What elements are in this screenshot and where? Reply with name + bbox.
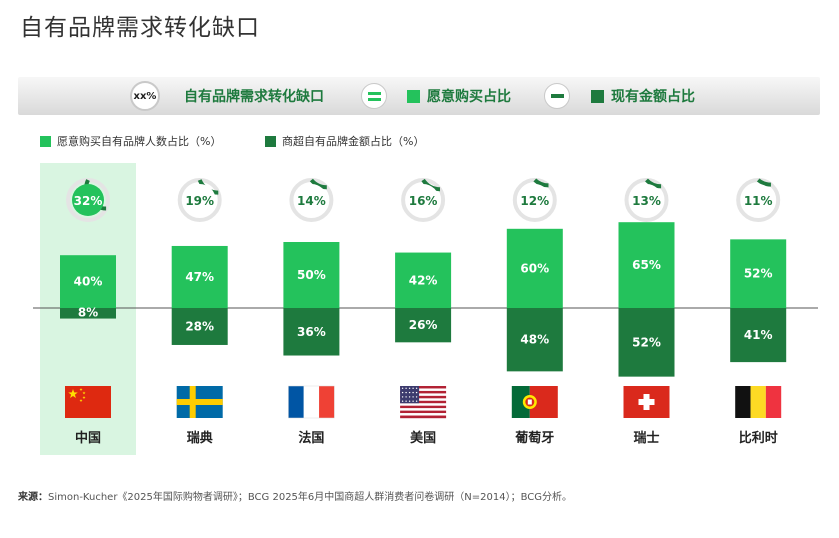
bar-actual-label: 52% <box>632 335 661 349</box>
source-prefix: 来源： <box>18 492 48 503</box>
bar-actual <box>171 308 228 345</box>
bar-actual <box>618 308 675 377</box>
formula-actual-label: 现有金额占比 <box>611 89 695 105</box>
bar-willing-label: 60% <box>520 261 549 275</box>
equals-icon <box>361 83 387 109</box>
bar-willing-label: 65% <box>632 258 661 272</box>
category-label: 美国 <box>410 430 436 446</box>
gap-value-label: 11% <box>744 194 773 208</box>
gap-value-label: 19% <box>185 194 214 208</box>
gap-ring-center <box>630 184 663 216</box>
category-label: 中国 <box>75 430 101 446</box>
gap-badge: xx% <box>130 81 160 111</box>
source-note: 来源：Simon-Kucher《2025年国际购物者调研》；BCG 2025年6… <box>18 488 572 503</box>
bar-actual-label: 36% <box>297 325 326 339</box>
page-title: 自有品牌需求转化缺口 <box>20 15 260 41</box>
bar-willing <box>60 255 116 308</box>
category-label: 葡萄牙 <box>514 430 554 446</box>
formula-willing-label: 愿意购买占比 <box>427 89 511 105</box>
actual-swatch-icon <box>591 89 604 103</box>
gap-value-label: 16% <box>409 194 438 208</box>
legend-actual: 商超自有品牌金额占比（%） <box>265 133 424 149</box>
gap-ring-arc <box>756 178 772 187</box>
gap-ring-center <box>518 184 551 216</box>
category-label: 法国 <box>298 430 324 446</box>
gap-value-label: 32% <box>74 194 103 208</box>
flag-portugal-icon <box>511 386 558 418</box>
legend-actual-swatch-icon <box>265 135 276 147</box>
bar-willing <box>283 242 340 308</box>
formula-gap-label: 自有品牌需求转化缺口 <box>184 89 324 105</box>
chart: 40% 8% 32% 中国 47% 28% 19% 瑞典 50% 36% 14% 法国 42% 26% 16… <box>33 163 818 455</box>
gap-ring-center <box>295 184 328 216</box>
gap-ring-arc <box>645 178 662 189</box>
legend-willing: 愿意购买自有品牌人数占比（%） <box>40 133 221 149</box>
gap-ring-arc <box>533 178 549 188</box>
bar-actual <box>395 308 452 343</box>
minus-icon <box>544 83 570 109</box>
gap-value-label: 13% <box>632 194 661 208</box>
gap-ring-center <box>183 184 216 216</box>
gap-value-label: 14% <box>297 194 326 208</box>
bar-actual <box>60 308 116 319</box>
willing-swatch-icon <box>407 89 420 103</box>
legend-actual-label: 商超自有品牌金额占比（%） <box>282 135 425 148</box>
flag-sweden-icon <box>176 386 223 418</box>
gap-value-label: 12% <box>520 194 549 208</box>
legend-willing-label: 愿意购买自有品牌人数占比（%） <box>57 135 222 148</box>
bar-willing <box>730 239 787 308</box>
flag-usa-icon <box>400 386 447 419</box>
gap-ring-center <box>742 184 775 216</box>
category-label: 比利时 <box>739 430 778 446</box>
flag-france-icon <box>288 385 335 419</box>
flag-belgium-icon <box>735 386 782 418</box>
bar-willing-label: 40% <box>74 275 103 289</box>
gap-ring-arc <box>309 178 327 190</box>
bar-actual <box>283 308 340 356</box>
bar-actual-label: 41% <box>744 328 773 342</box>
flag-switzerland-icon <box>623 386 670 418</box>
category-label: 瑞士 <box>633 430 659 446</box>
bar-willing-label: 42% <box>409 273 438 287</box>
bar-actual-label: 28% <box>185 319 214 333</box>
bar-actual-label: 48% <box>520 333 549 347</box>
bar-actual-label: 8% <box>78 306 98 320</box>
bar-willing <box>618 222 675 308</box>
bar-willing <box>506 228 563 308</box>
gap-ring-center <box>407 184 440 216</box>
bar-willing-label: 47% <box>185 270 214 284</box>
category-label: 瑞典 <box>187 430 213 446</box>
bar-actual-label: 26% <box>409 318 438 332</box>
bar-willing-label: 50% <box>297 268 326 282</box>
gap-ring-center <box>72 184 104 216</box>
bar-willing <box>395 252 452 308</box>
bar-actual <box>506 308 563 372</box>
source-text: Simon-Kucher《2025年国际购物者调研》；BCG 2025年6月中国… <box>48 492 573 503</box>
flag-china-icon <box>65 386 111 418</box>
bar-willing-label: 52% <box>744 267 773 281</box>
formula-bar: xx% 自有品牌需求转化缺口 愿意购买占比 现有金额占比 <box>18 77 820 115</box>
bar-willing <box>171 245 228 308</box>
bar-actual <box>730 308 787 363</box>
legend-willing-swatch-icon <box>40 135 51 147</box>
